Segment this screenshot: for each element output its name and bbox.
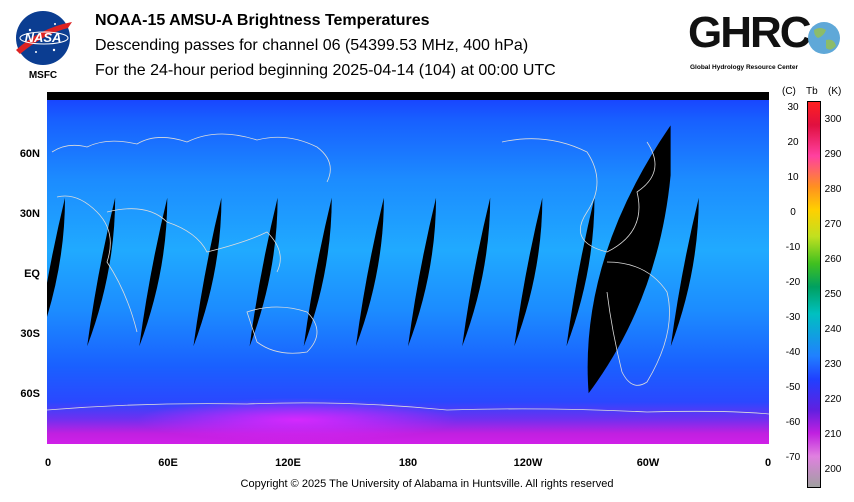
swath-gap	[303, 197, 332, 347]
lat-label-eq: EQ	[24, 268, 40, 280]
colorbar-kelvin-label: 240	[824, 323, 842, 335]
colorbar-celsius-label: -30	[785, 312, 801, 324]
colorbar-header-tb: Tb	[806, 86, 818, 97]
channel-subtitle: Descending passes for channel 06 (54399.…	[95, 37, 529, 54]
ghrc-logo: GHRC Global Hydrology Resource Center	[688, 8, 848, 78]
colorbar-kelvin-label: 210	[824, 428, 842, 440]
swath-gap	[408, 197, 437, 347]
colorbar-celsius-label: -40	[785, 347, 801, 359]
coast-australia	[246, 306, 318, 354]
colorbar-celsius-label: 10	[787, 172, 799, 184]
colorbar-kelvin-label: 270	[824, 218, 842, 230]
lon-label-0-east: 0	[764, 457, 772, 469]
colorbar-kelvin-label: 280	[824, 183, 842, 195]
swath-gap	[193, 197, 222, 347]
swath-gap	[462, 197, 491, 347]
coast-eurasia-north	[51, 133, 331, 183]
colorbar-celsius-label: -50	[785, 382, 801, 394]
nasa-logo: NASA MSFC	[10, 6, 76, 84]
copyright-footer: Copyright © 2025 The University of Alaba…	[240, 478, 614, 490]
colorbar-celsius-label: -20	[785, 277, 801, 289]
lon-label-120w: 120W	[513, 457, 543, 469]
top-gap-bar	[47, 92, 769, 100]
colorbar-header-k: (K)	[828, 86, 842, 97]
coast-north-america	[501, 138, 656, 253]
globe-icon	[808, 22, 840, 54]
colorbar-celsius-label: -60	[785, 417, 801, 429]
swath-gap-large	[587, 125, 671, 394]
lat-label-30n: 30N	[19, 208, 40, 220]
lon-label-120e: 120E	[275, 457, 301, 469]
lon-label-60w: 60W	[636, 457, 660, 469]
swath-gaps	[37, 125, 699, 394]
swath-gap	[87, 197, 116, 347]
lon-label-180: 180	[398, 457, 418, 469]
colorbar	[807, 101, 821, 488]
msfc-text: MSFC	[28, 70, 58, 81]
nasa-text: NASA	[24, 30, 62, 45]
lat-label-30s: 30S	[20, 328, 40, 340]
swath-gap	[566, 197, 595, 347]
colorbar-header-c: (C)	[782, 86, 796, 97]
coastlines	[46, 133, 770, 415]
page-title: NOAA-15 AMSU-A Brightness Temperatures	[95, 12, 430, 29]
lon-label-60e: 60E	[158, 457, 178, 469]
antarctic-cold-region	[137, 398, 457, 442]
coast-africa-west	[56, 195, 138, 333]
coast-south-america	[606, 261, 670, 386]
swath-gap	[139, 197, 168, 347]
colorbar-kelvin-label: 250	[824, 288, 842, 300]
colorbar-celsius-label: 30	[787, 102, 799, 114]
colorbar-kelvin-label: 200	[824, 463, 842, 475]
lon-label-0-west: 0	[44, 457, 52, 469]
colorbar-kelvin-label: 290	[824, 148, 842, 160]
colorbar-celsius-label: -70	[785, 452, 801, 464]
swath-gap	[355, 197, 384, 347]
colorbar-celsius-label: 20	[787, 137, 799, 149]
colorbar-celsius-label: 0	[790, 207, 796, 219]
nasa-meatball-icon	[16, 11, 72, 65]
swath-gap	[514, 197, 543, 347]
ghrc-subtitle: Global Hydrology Resource Center	[690, 64, 798, 71]
lat-label-60s: 60S	[20, 388, 40, 400]
colorbar-kelvin-label: 260	[824, 253, 842, 265]
colorbar-kelvin-label: 220	[824, 393, 842, 405]
map-panel	[37, 92, 770, 444]
colorbar-celsius-label: -10	[785, 242, 801, 254]
colorbar-kelvin-label: 300	[824, 113, 842, 125]
swath-gap	[670, 197, 699, 347]
ghrc-text: GHRC	[688, 8, 812, 57]
lat-label-60n: 60N	[19, 148, 40, 160]
coast-asia-south	[106, 208, 281, 273]
coast-antarctica	[46, 402, 770, 415]
colorbar-kelvin-label: 230	[824, 358, 842, 370]
brightness-temperature-map	[37, 92, 770, 444]
period-subtitle: For the 24-hour period beginning 2025-04…	[95, 62, 556, 79]
